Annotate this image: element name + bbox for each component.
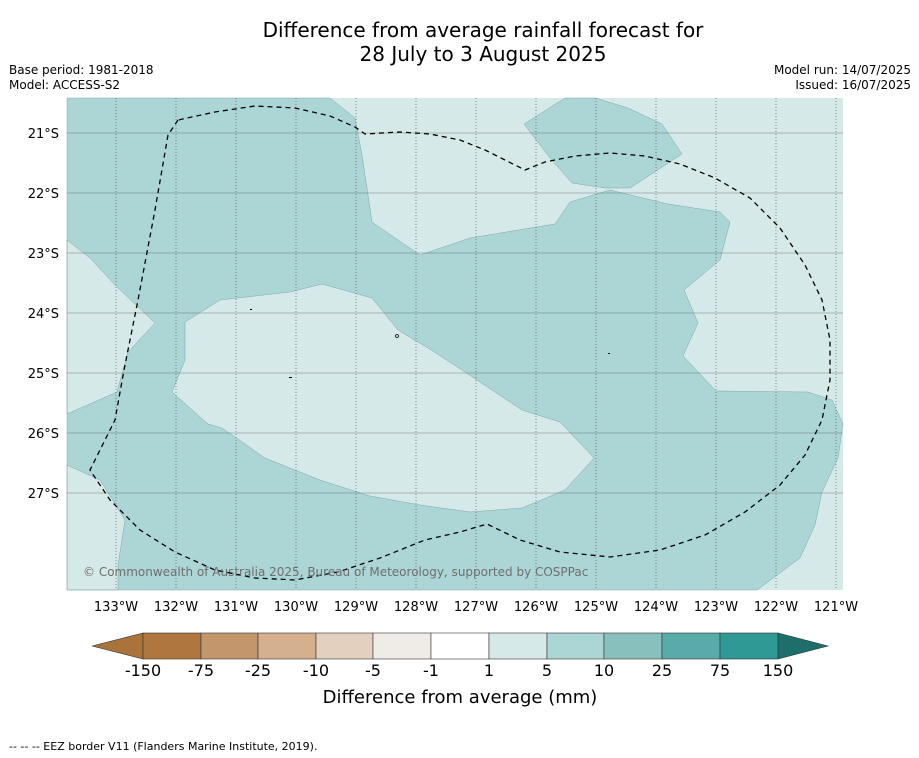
parallels bbox=[67, 132, 843, 494]
colorbar-bin bbox=[372, 632, 432, 660]
colorbar-bin bbox=[488, 632, 548, 660]
lon-label: 131°W bbox=[214, 600, 258, 615]
rain-region-5-10-ne bbox=[523, 97, 683, 189]
lon-label: 130°W bbox=[274, 600, 318, 615]
lat-label: 27°S bbox=[28, 487, 59, 502]
lon-label: 129°W bbox=[334, 600, 378, 615]
lon-label: 125°W bbox=[574, 600, 618, 615]
lat-label: 26°S bbox=[28, 427, 59, 442]
colorbar-tick-label: 10 bbox=[594, 661, 614, 680]
islands bbox=[250, 309, 610, 378]
lon-label: 132°W bbox=[154, 600, 198, 615]
colorbar-bin bbox=[719, 632, 779, 660]
island-4 bbox=[395, 334, 399, 338]
colorbar-bin bbox=[200, 632, 259, 660]
lon-label: 122°W bbox=[754, 600, 798, 615]
colorbar-tick-label: -75 bbox=[188, 661, 214, 680]
colorbar-bin bbox=[315, 632, 374, 660]
eez-footnote: -- -- -- EEZ border V11 (Flanders Marine… bbox=[9, 740, 318, 753]
title-line-1: Difference from average rainfall forecas… bbox=[262, 18, 704, 42]
colorbar-tick-label: 75 bbox=[710, 661, 730, 680]
island-3 bbox=[608, 353, 610, 354]
lat-label: 21°S bbox=[28, 127, 59, 142]
map-panel bbox=[66, 97, 844, 591]
meta-right: Model run: 14/07/2025 Issued: 16/07/2025 bbox=[774, 63, 911, 93]
lon-label: 126°W bbox=[514, 600, 558, 615]
issued-date: Issued: 16/07/2025 bbox=[795, 78, 911, 92]
colorbar-tick-label: -25 bbox=[245, 661, 271, 680]
colorbar-bin bbox=[603, 632, 663, 660]
colorbar-tick-label: 150 bbox=[763, 661, 794, 680]
graticule bbox=[115, 98, 837, 590]
colorbar bbox=[91, 632, 830, 660]
lon-label: 127°W bbox=[454, 600, 498, 615]
copyright-notice: © Commonwealth of Australia 2025, Bureau… bbox=[83, 565, 589, 579]
colorbar-ticks: -150 -75 -25 -10 -5 -1 1 5 10 25 75 150 bbox=[125, 661, 793, 680]
colorbar-tick-label: 25 bbox=[652, 661, 672, 680]
lon-label: 123°W bbox=[694, 600, 738, 615]
colorbar-tick-label: -5 bbox=[365, 661, 381, 680]
colorbar-bin bbox=[661, 632, 721, 660]
island-1 bbox=[250, 309, 252, 310]
colorbar-tick-label: -150 bbox=[125, 661, 161, 680]
lat-label: 24°S bbox=[28, 307, 59, 322]
title-line-2: 28 July to 3 August 2025 bbox=[359, 42, 607, 66]
lat-label: 25°S bbox=[28, 367, 59, 382]
lon-label: 128°W bbox=[394, 600, 438, 615]
base-period: Base period: 1981-2018 bbox=[9, 63, 154, 77]
map-title: Difference from average rainfall forecas… bbox=[0, 18, 919, 66]
colorbar-tick-label: 1 bbox=[484, 661, 494, 680]
model-name: Model: ACCESS-S2 bbox=[9, 78, 121, 92]
lon-label: 124°W bbox=[634, 600, 678, 615]
colorbar-tick-label: 5 bbox=[542, 661, 552, 680]
lat-label: 22°S bbox=[28, 187, 59, 202]
colorbar-tick-label: -10 bbox=[303, 661, 329, 680]
longitude-labels: 133°W 132°W 131°W 130°W 129°W 128°W 127°… bbox=[94, 600, 858, 615]
eez-border bbox=[89, 105, 831, 581]
model-run: Model run: 14/07/2025 bbox=[773, 63, 911, 77]
colorbar-high-extension bbox=[777, 632, 830, 660]
lat-label: 23°S bbox=[28, 247, 59, 262]
colorbar-low-extension bbox=[91, 632, 144, 660]
colorbar-bin bbox=[257, 632, 317, 660]
rain-region-5-10-main bbox=[66, 97, 844, 591]
island-2 bbox=[289, 377, 292, 378]
colorbar-bin bbox=[430, 632, 490, 660]
lon-label: 133°W bbox=[94, 600, 138, 615]
colorbar-bin bbox=[142, 632, 202, 660]
lon-label: 121°W bbox=[814, 600, 858, 615]
latitude-labels: 21°S 22°S 23°S 24°S 25°S 26°S 27°S bbox=[28, 127, 59, 502]
colorbar-title: Difference from average (mm) bbox=[323, 687, 598, 708]
meta-left: Base period: 1981-2018 Model: ACCESS-S2 bbox=[9, 63, 154, 93]
colorbar-bin bbox=[546, 632, 605, 660]
colorbar-tick-label: -1 bbox=[423, 661, 439, 680]
